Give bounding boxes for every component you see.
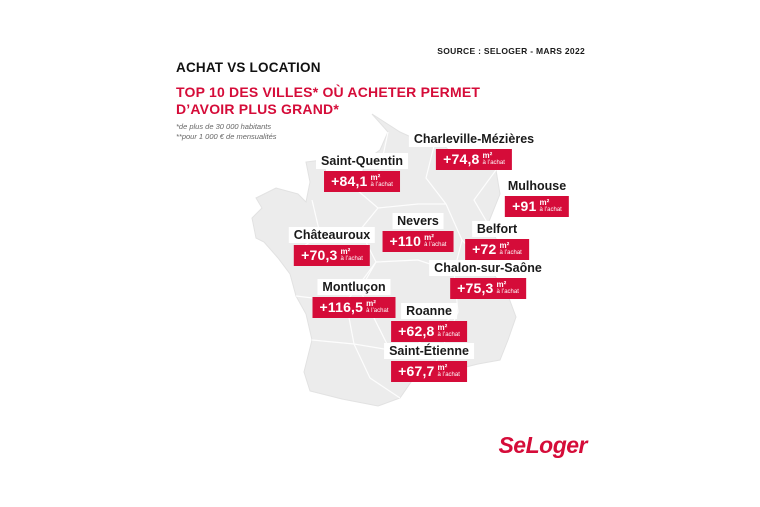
- badge-unit: m² à l’achat: [496, 280, 519, 296]
- city-name: Nevers: [392, 213, 444, 229]
- badge-value: +116,5: [319, 299, 364, 315]
- value-badge: +67,7 m² à l’achat: [391, 361, 467, 382]
- value-badge: +75,3 m² à l’achat: [450, 278, 526, 299]
- unit-sublabel: à l’achat: [499, 250, 522, 256]
- unit-sublabel: à l’achat: [496, 289, 519, 295]
- city-name: Montluçon: [317, 279, 391, 295]
- unit-label: m²: [424, 233, 434, 242]
- city-marker-montlucon: Montluçon +116,5 m² à l’achat: [312, 279, 396, 318]
- badge-value: +110: [389, 233, 422, 249]
- badge-value: +84,1: [331, 173, 368, 189]
- value-badge: +62,8 m² à l’achat: [391, 321, 467, 342]
- city-marker-chalon-sur-saone: Chalon-sur-Saône +75,3 m² à l’achat: [429, 260, 547, 299]
- badge-unit: m² à l’achat: [482, 151, 505, 167]
- badge-unit: m² à l’achat: [499, 241, 522, 257]
- value-badge: +116,5 m² à l’achat: [312, 297, 396, 318]
- unit-label: m²: [496, 280, 507, 289]
- city-name: Mulhouse: [502, 178, 572, 194]
- city-marker-roanne: Roanne +62,8 m² à l’achat: [391, 303, 467, 342]
- badge-value: +70,3: [301, 247, 338, 263]
- badge-value: +74,8: [443, 151, 480, 167]
- city-marker-nevers: Nevers +110 m² à l’achat: [382, 213, 454, 252]
- badge-value: +72: [472, 241, 497, 257]
- badge-unit: m² à l’achat: [340, 247, 363, 263]
- badge-value: +75,3: [457, 280, 494, 296]
- unit-sublabel: à l’achat: [366, 308, 389, 314]
- source-caption: SOURCE : SELOGER - MARS 2022: [437, 46, 585, 56]
- footnote-2: **pour 1 000 € de mensualités: [176, 132, 277, 141]
- city-name: Belfort: [471, 221, 523, 237]
- footnote-1: *de plus de 30 000 habitants: [176, 122, 272, 131]
- city-name: Roanne: [401, 303, 457, 319]
- value-badge: +70,3 m² à l’achat: [294, 245, 370, 266]
- value-badge: +74,8 m² à l’achat: [436, 149, 512, 170]
- unit-sublabel: à l’achat: [482, 160, 505, 166]
- unit-label: m²: [366, 299, 376, 308]
- city-name: Châteauroux: [288, 227, 376, 243]
- value-badge: +91 m² à l’achat: [505, 196, 569, 217]
- badge-value: +91: [512, 198, 537, 214]
- city-name: Chalon-sur-Saône: [429, 260, 547, 276]
- city-marker-saint-quentin: Saint-Quentin +84,1 m² à l’achat: [316, 153, 408, 192]
- city-marker-belfort: Belfort +72 m² à l’achat: [465, 221, 529, 260]
- subtitle-line-1: TOP 10 DES VILLES* OÙ ACHETER PERMET: [176, 84, 481, 100]
- badge-value: +62,8: [398, 323, 435, 339]
- value-badge: +84,1 m² à l’achat: [324, 171, 400, 192]
- unit-label: m²: [437, 363, 448, 372]
- unit-sublabel: à l’achat: [539, 207, 562, 213]
- unit-label: m²: [499, 241, 510, 250]
- unit-label: m²: [437, 323, 448, 332]
- badge-unit: m² à l’achat: [424, 233, 447, 249]
- city-name: Charleville-Mézières: [408, 131, 540, 147]
- seloger-logo: SeLoger: [498, 432, 587, 458]
- unit-label: m²: [340, 247, 351, 256]
- city-marker-chateauroux: Châteauroux +70,3 m² à l’achat: [288, 227, 376, 266]
- unit-sublabel: à l’achat: [424, 242, 447, 248]
- city-marker-charleville-mezieres: Charleville-Mézières +74,8 m² à l’achat: [408, 131, 540, 170]
- unit-label: m²: [370, 173, 381, 182]
- city-name: Saint-Étienne: [384, 343, 474, 359]
- badge-unit: m² à l’achat: [437, 323, 460, 339]
- badge-unit: m² à l’achat: [539, 198, 562, 214]
- badge-unit: m² à l’achat: [366, 299, 389, 315]
- unit-label: m²: [539, 198, 550, 207]
- value-badge: +72 m² à l’achat: [465, 239, 529, 260]
- city-marker-mulhouse: Mulhouse +91 m² à l’achat: [502, 178, 572, 217]
- value-badge: +110 m² à l’achat: [382, 231, 454, 252]
- city-name: Saint-Quentin: [316, 153, 408, 169]
- footnotes: *de plus de 30 000 habitants **pour 1 00…: [176, 122, 277, 142]
- unit-label: m²: [482, 151, 493, 160]
- city-marker-saint-etienne: Saint-Étienne +67,7 m² à l’achat: [384, 343, 474, 382]
- badge-value: +67,7: [398, 363, 435, 379]
- unit-sublabel: à l’achat: [437, 332, 460, 338]
- badge-unit: m² à l’achat: [437, 363, 460, 379]
- unit-sublabel: à l’achat: [340, 256, 363, 262]
- subtitle-line-2: D’AVOIR PLUS GRAND*: [176, 101, 339, 117]
- page-subtitle: TOP 10 DES VILLES* OÙ ACHETER PERMET D’A…: [176, 84, 480, 118]
- page-title: ACHAT VS LOCATION: [176, 60, 321, 75]
- badge-unit: m² à l’achat: [370, 173, 393, 189]
- unit-sublabel: à l’achat: [437, 372, 460, 378]
- unit-sublabel: à l’achat: [370, 182, 393, 188]
